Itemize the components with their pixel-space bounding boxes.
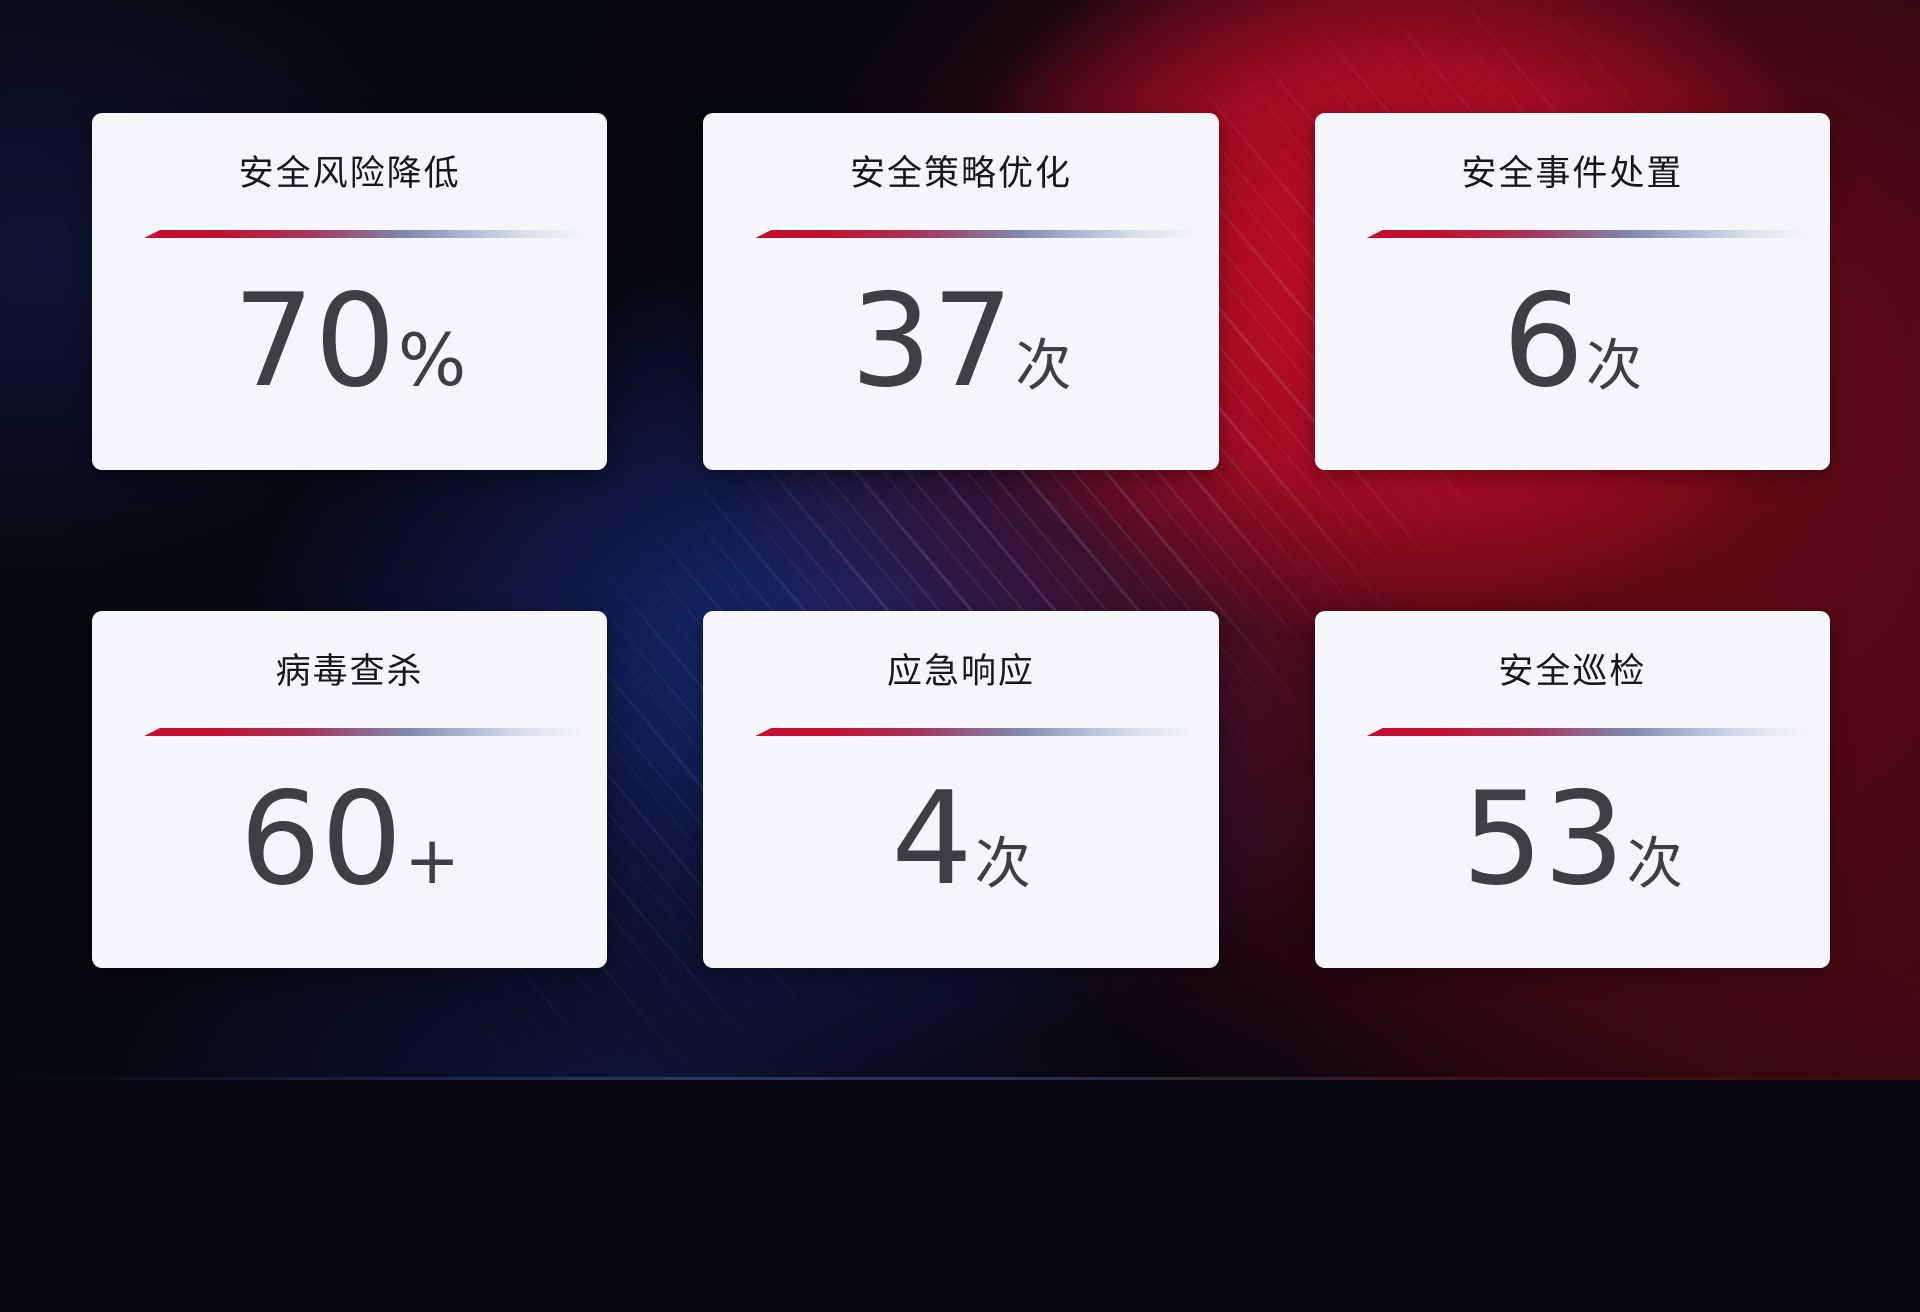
stat-card-risk-reduction: 安全风险降低 70 %	[92, 113, 608, 470]
stat-unit: +	[404, 822, 460, 899]
stat-card-policy-optimization: 安全策略优化 37 次	[703, 113, 1219, 470]
stat-value-row: 60 +	[240, 776, 460, 904]
stat-card-security-inspection: 安全巡检 53 次	[1314, 611, 1830, 968]
stat-card-incident-handling: 安全事件处置 6 次	[1314, 113, 1830, 470]
stat-value: 70	[233, 267, 396, 416]
card-divider	[1366, 728, 1820, 736]
stat-value-row: 53 次	[1462, 776, 1683, 904]
card-divider	[1366, 230, 1820, 238]
card-title: 病毒查杀	[275, 652, 424, 692]
stat-unit: 次	[1626, 832, 1683, 897]
stat-value-row: 37 次	[851, 278, 1072, 406]
card-title: 安全巡检	[1498, 652, 1647, 692]
stat-unit: 次	[1015, 334, 1072, 399]
stat-value: 6	[1502, 267, 1585, 416]
stat-card-virus-scan: 病毒查杀 60 +	[92, 611, 608, 968]
stat-value: 53	[1461, 765, 1625, 914]
stat-value-row: 6 次	[1503, 278, 1642, 406]
stat-value: 4	[891, 765, 973, 914]
stat-value-row: 70 %	[233, 278, 466, 406]
bottom-glow-line	[0, 1077, 1920, 1080]
card-title: 安全事件处置	[1461, 154, 1684, 194]
stat-unit: %	[397, 318, 467, 402]
card-divider	[144, 728, 598, 736]
stat-card-emergency-response: 应急响应 4 次	[703, 611, 1219, 968]
stat-unit: 次	[1586, 334, 1643, 399]
card-divider	[755, 230, 1209, 238]
stat-value-row: 4 次	[891, 776, 1030, 904]
card-title: 安全策略优化	[849, 154, 1072, 194]
stat-value: 37	[850, 267, 1014, 416]
stat-unit: 次	[974, 832, 1031, 897]
card-divider	[144, 230, 598, 238]
stats-grid: 安全风险降低 70 % 安全策略优化 37 次 安全事件处置 6 次 病毒查杀 …	[92, 113, 1830, 968]
card-divider	[755, 728, 1209, 736]
card-title: 安全风险降低	[238, 154, 461, 194]
stat-value: 60	[239, 765, 403, 914]
card-title: 应急响应	[886, 652, 1035, 692]
